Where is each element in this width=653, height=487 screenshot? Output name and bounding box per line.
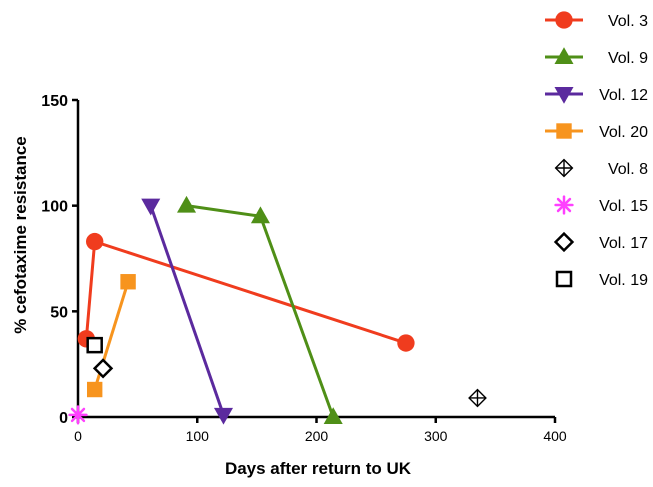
x-axis-label: Days after return to UK	[225, 459, 412, 478]
legend-label: Vol. 19	[599, 272, 648, 289]
legend-marker	[555, 11, 573, 29]
legend-item: Vol. 15	[554, 195, 648, 215]
series-vol-3	[77, 232, 415, 352]
y-axis-label: % cefotaxime resistance	[11, 136, 30, 334]
legend-item: Vol. 8	[554, 158, 648, 178]
legend-label: Vol. 17	[599, 235, 648, 252]
series-line	[84, 239, 407, 345]
legend-label: Vol. 9	[608, 50, 648, 67]
y-tick-label: 100	[41, 199, 68, 216]
x-tick-label: 300	[424, 428, 448, 444]
data-point	[68, 405, 88, 425]
legend-item: Vol. 20	[545, 123, 648, 141]
data-point	[323, 407, 343, 424]
data-point	[120, 274, 136, 290]
legend-label: Vol. 12	[599, 87, 648, 104]
series-layer	[68, 195, 487, 425]
legend-item: Vol. 19	[555, 270, 648, 289]
data-point	[397, 334, 415, 352]
series-vol-17	[92, 358, 114, 379]
series-vol-12	[141, 198, 234, 425]
axes: % cefotaxime resistance Days after retur…	[11, 93, 567, 478]
data-point	[213, 407, 234, 425]
legend-item: Vol. 3	[545, 11, 648, 30]
y-tick-label: 50	[50, 304, 68, 321]
legend-marker	[555, 270, 573, 288]
legend-marker	[554, 158, 574, 178]
series-vol-19	[86, 336, 103, 354]
legend: Vol. 3 Vol. 9 Vol. 12 Vol. 20 Vol. 8 Vol. 15 V…	[545, 11, 648, 289]
data-point	[86, 381, 103, 398]
x-tick-label: 0	[74, 428, 82, 444]
data-point	[86, 232, 104, 251]
legend-marker	[553, 231, 575, 253]
x-tick-label: 400	[543, 428, 567, 444]
series-vol-9	[176, 195, 343, 424]
data-point	[176, 195, 197, 213]
data-point	[141, 198, 161, 216]
legend-item: Vol. 12	[545, 87, 648, 104]
data-point	[92, 358, 114, 379]
data-point	[468, 388, 487, 408]
x-tick-label: 200	[305, 428, 329, 444]
legend-label: Vol. 8	[608, 161, 648, 178]
data-point	[86, 336, 103, 354]
legend-marker	[554, 87, 574, 104]
y-tick-label: 150	[41, 93, 68, 110]
data-point	[250, 206, 270, 224]
legend-label: Vol. 3	[608, 13, 648, 30]
legend-marker	[554, 47, 574, 64]
legend-marker	[556, 123, 572, 139]
legend-item: Vol. 17	[553, 231, 648, 253]
legend-marker	[554, 195, 574, 215]
legend-label: Vol. 15	[599, 198, 648, 215]
y-tick-label: 0	[59, 410, 68, 427]
series-line	[149, 205, 225, 416]
legend-item: Vol. 9	[545, 47, 648, 67]
series-vol-8	[468, 388, 487, 408]
x-tick-label: 100	[186, 428, 210, 444]
legend-label: Vol. 20	[599, 124, 648, 141]
series-vol-15	[68, 405, 88, 425]
